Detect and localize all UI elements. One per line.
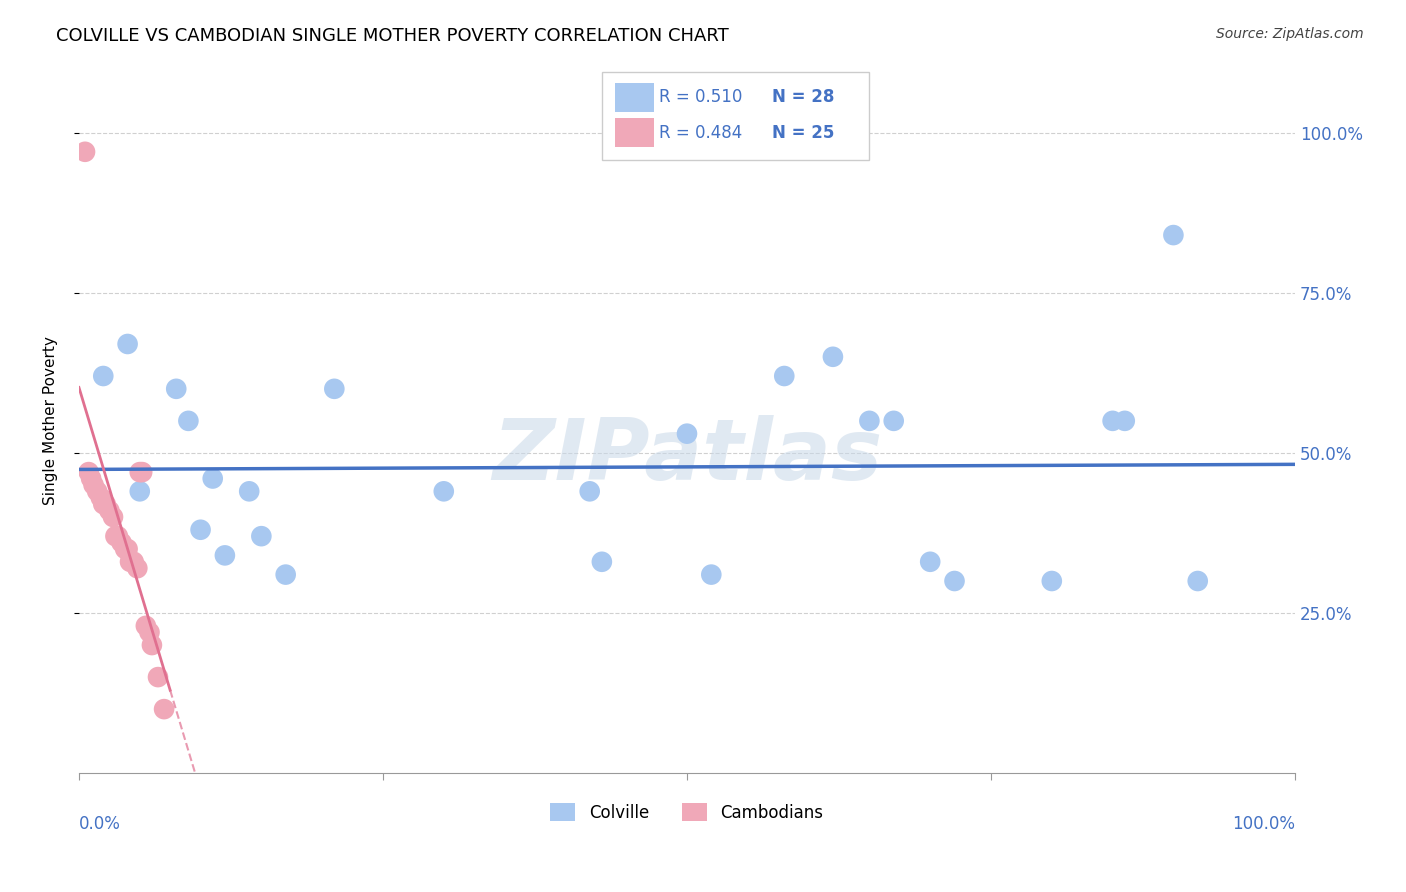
Point <box>107 529 129 543</box>
Point <box>591 555 613 569</box>
Point <box>122 555 145 569</box>
Point <box>578 484 600 499</box>
FancyBboxPatch shape <box>602 72 869 161</box>
Point <box>118 555 141 569</box>
Point <box>117 337 139 351</box>
Point <box>1101 414 1123 428</box>
Point <box>138 625 160 640</box>
Point <box>238 484 260 499</box>
FancyBboxPatch shape <box>616 83 654 112</box>
Point <box>131 465 153 479</box>
Point <box>920 555 942 569</box>
Point <box>676 426 699 441</box>
Point <box>110 535 132 549</box>
Point <box>128 484 150 499</box>
Point <box>773 369 796 384</box>
Point <box>1040 574 1063 588</box>
Text: R = 0.484: R = 0.484 <box>659 124 742 142</box>
Point <box>90 491 112 505</box>
Text: Source: ZipAtlas.com: Source: ZipAtlas.com <box>1216 27 1364 41</box>
Point <box>104 529 127 543</box>
Point <box>201 471 224 485</box>
Point <box>274 567 297 582</box>
Point <box>77 465 100 479</box>
Point <box>114 541 136 556</box>
Point <box>101 510 124 524</box>
Point <box>165 382 187 396</box>
Point <box>858 414 880 428</box>
Point <box>214 549 236 563</box>
Point <box>1187 574 1209 588</box>
Text: COLVILLE VS CAMBODIAN SINGLE MOTHER POVERTY CORRELATION CHART: COLVILLE VS CAMBODIAN SINGLE MOTHER POVE… <box>56 27 728 45</box>
Point <box>135 619 157 633</box>
Point <box>190 523 212 537</box>
Point <box>177 414 200 428</box>
Point <box>117 541 139 556</box>
Point <box>91 497 114 511</box>
Point <box>433 484 456 499</box>
Point <box>1114 414 1136 428</box>
Point <box>73 145 96 159</box>
Y-axis label: Single Mother Poverty: Single Mother Poverty <box>44 336 58 505</box>
Point <box>700 567 723 582</box>
Point <box>146 670 169 684</box>
Text: 100.0%: 100.0% <box>1232 815 1295 833</box>
Text: N = 28: N = 28 <box>772 87 835 106</box>
Point <box>153 702 176 716</box>
Point <box>821 350 844 364</box>
Text: 0.0%: 0.0% <box>79 815 121 833</box>
Point <box>94 497 117 511</box>
Point <box>80 471 103 485</box>
Point <box>83 478 105 492</box>
Point <box>883 414 905 428</box>
Point <box>98 503 121 517</box>
FancyBboxPatch shape <box>616 118 654 147</box>
Point <box>1163 228 1185 243</box>
Legend: Colville, Cambodians: Colville, Cambodians <box>544 797 831 829</box>
Point <box>91 369 114 384</box>
Point <box>323 382 346 396</box>
Point <box>128 465 150 479</box>
Text: N = 25: N = 25 <box>772 124 835 142</box>
Text: ZIPatlas: ZIPatlas <box>492 415 882 498</box>
Point <box>127 561 149 575</box>
Point <box>141 638 163 652</box>
Point <box>86 484 108 499</box>
Text: R = 0.510: R = 0.510 <box>659 87 742 106</box>
Point <box>943 574 966 588</box>
Point <box>250 529 273 543</box>
